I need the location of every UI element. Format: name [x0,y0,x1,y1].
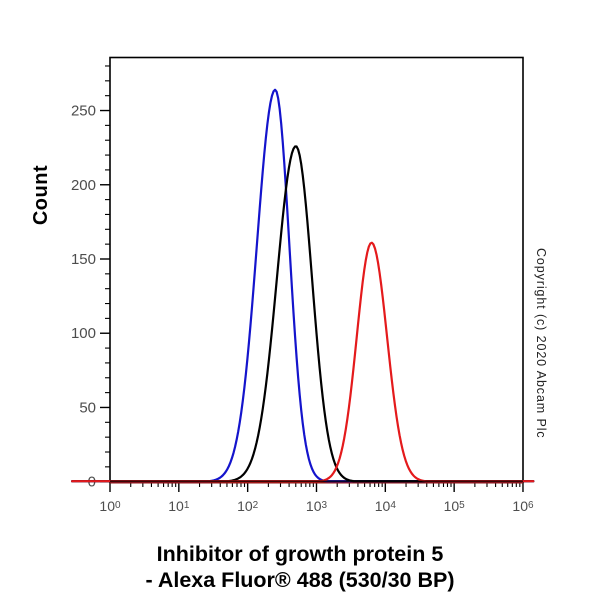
svg-text:250: 250 [71,103,96,120]
svg-text:200: 200 [71,177,96,194]
svg-text:101: 101 [168,498,190,514]
svg-text:102: 102 [237,498,259,514]
svg-text:103: 103 [306,498,328,514]
svg-text:100: 100 [71,325,96,342]
svg-text:100: 100 [99,498,121,514]
svg-text:104: 104 [375,498,397,514]
svg-text:50: 50 [79,399,96,416]
svg-text:106: 106 [512,498,534,514]
svg-text:105: 105 [444,498,466,514]
svg-text:150: 150 [71,251,96,268]
